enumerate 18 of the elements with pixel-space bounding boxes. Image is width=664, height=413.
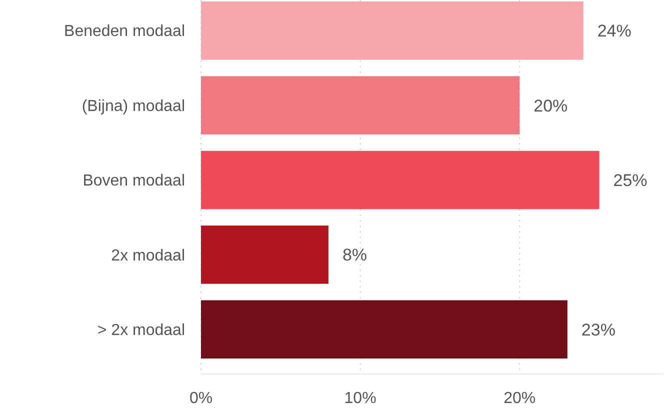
y-tick-label: Beneden modaal: [64, 23, 185, 40]
x-tick-label: 20%: [504, 390, 536, 407]
bar: [201, 76, 520, 134]
y-tick-label: Boven modaal: [82, 172, 185, 190]
bar: [201, 300, 568, 359]
bar: [201, 226, 328, 284]
x-tick-label: 0%: [189, 390, 213, 407]
y-tick-label: > 2x modaal: [97, 322, 185, 339]
data-label: 8%: [342, 246, 368, 265]
data-label: 20%: [534, 96, 568, 116]
bar: [201, 1, 584, 60]
bar: [201, 150, 600, 210]
y-tick-label: (Bijna) modaal: [82, 98, 185, 115]
y-tick-label: 2x modaal: [111, 247, 185, 264]
data-label: 23%: [581, 320, 616, 340]
x-tick-label: 10%: [344, 390, 376, 407]
data-label: 25%: [613, 170, 648, 190]
data-label: 24%: [597, 22, 632, 41]
